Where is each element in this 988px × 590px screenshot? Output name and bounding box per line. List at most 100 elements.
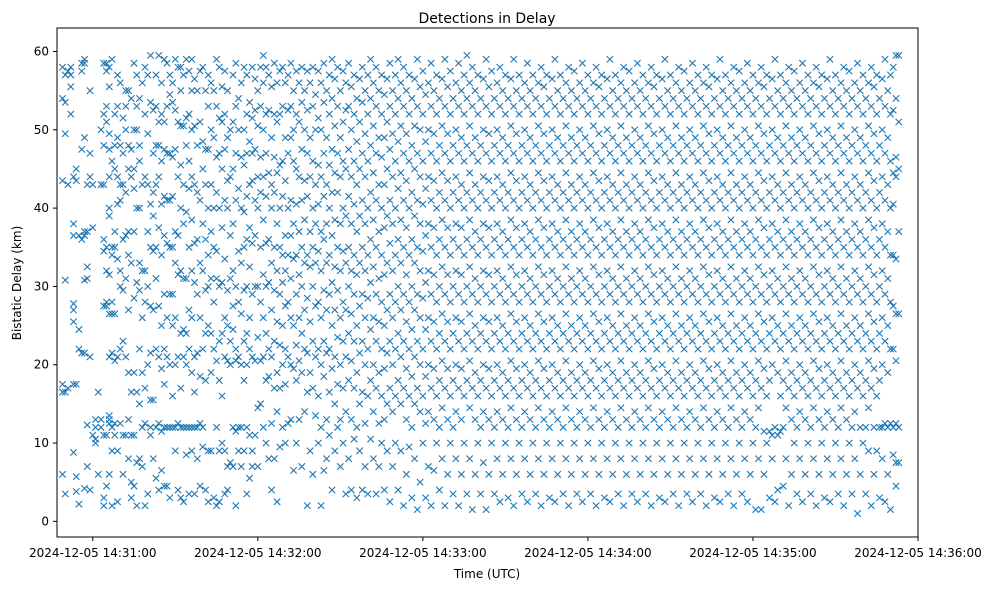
scatter-point (633, 384, 642, 392)
scatter-point (105, 353, 113, 361)
scatter-point (622, 134, 631, 142)
scatter-point (589, 216, 597, 224)
scatter-point (245, 345, 254, 353)
scatter-point (801, 470, 809, 478)
scatter-point (614, 235, 622, 244)
scatter-point (411, 306, 419, 314)
scatter-point (609, 470, 617, 478)
scatter-point (892, 51, 900, 59)
scatter-point (298, 145, 306, 153)
scatter-point (675, 502, 683, 510)
scatter-point (798, 498, 807, 506)
scatter-point (600, 494, 608, 502)
scatter-point (482, 290, 490, 298)
scatter-point (97, 126, 105, 134)
scatter-point (196, 259, 204, 267)
scatter-point (771, 337, 779, 345)
scatter-point (270, 188, 278, 197)
scatter-point (226, 361, 234, 369)
scatter-point (757, 506, 765, 514)
scatter-point (716, 290, 724, 298)
scatter-point (455, 59, 463, 67)
scatter-point (609, 134, 617, 142)
scatter-point (240, 447, 248, 455)
scatter-point (779, 482, 787, 490)
scatter-point (405, 204, 413, 212)
scatter-point (859, 345, 867, 353)
scatter-point (543, 298, 551, 306)
scatter-point (699, 455, 708, 463)
scatter-point (284, 149, 292, 157)
scatter-point (631, 455, 639, 463)
scatter-point (89, 181, 97, 189)
scatter-point (675, 243, 683, 251)
scatter-point (367, 188, 375, 197)
scatter-point (177, 267, 185, 275)
scatter-point (251, 196, 259, 204)
scatter-point (606, 290, 614, 298)
scatter-point (471, 368, 479, 377)
scatter-point (457, 365, 465, 373)
scatter-point (113, 71, 122, 79)
scatter-point (573, 423, 581, 431)
scatter-point (97, 415, 105, 424)
scatter-point (617, 122, 625, 130)
scatter-point (812, 196, 820, 204)
scatter-point (166, 243, 174, 251)
scatter-point (490, 141, 498, 150)
scatter-point (669, 490, 677, 498)
scatter-point (625, 345, 633, 353)
scatter-point (881, 55, 889, 63)
scatter-point (589, 310, 597, 318)
scatter-point (372, 63, 380, 71)
scatter-point (383, 118, 391, 126)
scatter-point (853, 102, 862, 110)
scatter-point (152, 102, 160, 110)
scatter-point (614, 94, 622, 103)
scatter-point (496, 196, 504, 204)
scatter-point (895, 118, 903, 126)
scatter-point (532, 376, 540, 384)
scatter-point (441, 196, 449, 204)
scatter-point (840, 243, 848, 251)
scatter-point (339, 298, 347, 306)
scatter-point (834, 94, 842, 103)
scatter-point (223, 462, 232, 471)
scatter-point (565, 196, 573, 204)
scatter-point (631, 126, 639, 134)
scatter-point (691, 228, 699, 236)
scatter-point (614, 423, 622, 431)
scatter-point (471, 134, 479, 142)
scatter-point (477, 490, 485, 498)
scatter-point (534, 455, 542, 463)
scatter-point (666, 71, 675, 79)
scatter-point (397, 447, 405, 455)
scatter-point (683, 188, 691, 197)
scatter-point (807, 329, 815, 337)
scatter-point (686, 126, 694, 134)
scatter-point (468, 196, 476, 204)
scatter-point (496, 102, 504, 110)
scatter-point (746, 181, 754, 189)
scatter-point (193, 141, 201, 150)
scatter-point (116, 181, 124, 189)
scatter-point (254, 462, 262, 471)
scatter-point (576, 79, 584, 87)
scatter-point (578, 337, 586, 345)
scatter-point (152, 423, 160, 431)
scatter-point (256, 63, 265, 71)
scatter-point (177, 122, 185, 130)
scatter-point (210, 494, 218, 502)
scatter-point (193, 349, 201, 357)
scatter-point (361, 267, 369, 275)
scatter-point (677, 321, 686, 330)
scatter-point (776, 251, 785, 259)
scatter-point (878, 423, 886, 431)
scatter-point (680, 392, 688, 400)
scatter-point (471, 274, 479, 283)
scatter-point (551, 55, 559, 63)
scatter-point (174, 486, 182, 494)
scatter-point (479, 459, 487, 467)
scatter-point (598, 439, 606, 447)
scatter-point (746, 228, 754, 236)
